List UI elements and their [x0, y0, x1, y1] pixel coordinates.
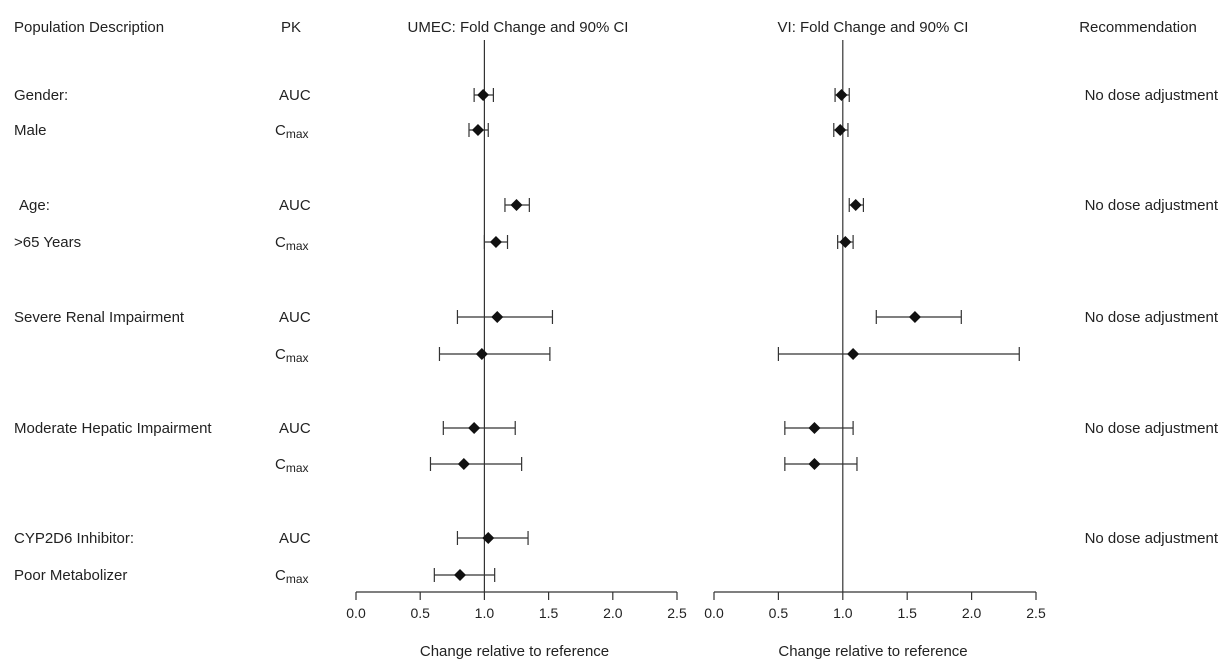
- pk-label-auc: AUC: [279, 420, 311, 437]
- recommendation-text: No dose adjustment: [1085, 530, 1219, 547]
- group-label-line2: >65 Years: [14, 234, 81, 251]
- vi-point-estimate-marker: [849, 199, 862, 211]
- umec-point-estimate-marker: [477, 89, 490, 101]
- recommendation-text: No dose adjustment: [1085, 420, 1219, 437]
- pk-label-cmax: Cmax: [275, 346, 309, 365]
- vi-panel: 0.0 0.5 1.0 1.5 2.0 2.5 Change relative to ref…: [704, 40, 1046, 659]
- umec-point-estimate-marker: [468, 422, 481, 434]
- pk-label-auc: AUC: [279, 197, 311, 214]
- pk-label-auc: AUC: [279, 530, 311, 547]
- umec-point-estimate-marker: [475, 348, 488, 360]
- umec-point-estimate-marker: [457, 458, 470, 470]
- pk-label-auc: AUC: [279, 87, 311, 104]
- header-population-description: Population Description: [14, 19, 164, 36]
- group-label-line1: Moderate Hepatic Impairment: [14, 420, 212, 437]
- umec-x-tick-label: 2.5: [667, 605, 687, 621]
- umec-point-estimate-marker: [489, 236, 502, 248]
- vi-x-tick-label: 0.5: [769, 605, 789, 621]
- recommendation-text: No dose adjustment: [1085, 197, 1219, 214]
- vi-x-tick-label: 1.0: [833, 605, 853, 621]
- header-pk: PK: [281, 19, 301, 36]
- pk-label-cmax: Cmax: [275, 567, 309, 586]
- umec-x-tick-label: 0.0: [346, 605, 366, 621]
- group-label-line2: Male: [14, 122, 47, 139]
- vi-point-estimate-marker: [908, 311, 921, 323]
- vi-point-estimate-marker: [847, 348, 860, 360]
- pk-label-cmax: Cmax: [275, 234, 309, 253]
- vi-point-estimate-marker: [835, 89, 848, 101]
- vi-point-estimate-marker: [839, 236, 852, 248]
- umec-point-estimate-marker: [491, 311, 504, 323]
- row-labels: Gender: Male AUC Cmax No dose adjustment Age:…: [14, 87, 1219, 586]
- umec-point-estimate-marker: [471, 124, 484, 136]
- umec-point-estimate-marker: [454, 569, 467, 581]
- vi-x-tick-label: 0.0: [704, 605, 724, 621]
- vi-x-tick-label: 2.0: [962, 605, 982, 621]
- group-label-line1: Gender:: [14, 87, 68, 104]
- vi-x-tick-label: 2.5: [1026, 605, 1046, 621]
- vi-point-estimate-marker: [808, 422, 821, 434]
- umec-point-estimate-marker: [482, 532, 495, 544]
- pk-label-auc: AUC: [279, 309, 311, 326]
- vi-point-estimate-marker: [808, 458, 821, 470]
- recommendation-text: No dose adjustment: [1085, 87, 1219, 104]
- group-label-line2: Poor Metabolizer: [14, 567, 127, 584]
- umec-x-tick-label: 2.0: [603, 605, 623, 621]
- header-recommendation: Recommendation: [1079, 19, 1197, 36]
- header-umec-panel-title: UMEC: Fold Change and 90% CI: [408, 19, 629, 36]
- header-vi-panel-title: VI: Fold Change and 90% CI: [778, 19, 969, 36]
- umec-x-tick-label: 1.5: [539, 605, 559, 621]
- pk-label-cmax: Cmax: [275, 122, 309, 141]
- vi-x-tick-label: 1.5: [897, 605, 917, 621]
- vi-point-estimate-marker: [834, 124, 847, 136]
- pk-label-cmax: Cmax: [275, 456, 309, 475]
- group-label-line1: Severe Renal Impairment: [14, 309, 185, 326]
- recommendation-text: No dose adjustment: [1085, 309, 1219, 326]
- umec-x-axis-title: Change relative to reference: [420, 643, 609, 659]
- umec-x-tick-label: 1.0: [475, 605, 495, 621]
- umec-panel: 0.0 0.5 1.0 1.5 2.0 2.5 Change relative to ref…: [346, 40, 687, 659]
- group-label-line1: CYP2D6 Inhibitor:: [14, 530, 134, 547]
- group-label-line1: Age:: [19, 197, 50, 214]
- vi-x-axis-title: Change relative to reference: [778, 643, 967, 659]
- umec-point-estimate-marker: [510, 199, 523, 211]
- umec-x-tick-label: 0.5: [410, 605, 430, 621]
